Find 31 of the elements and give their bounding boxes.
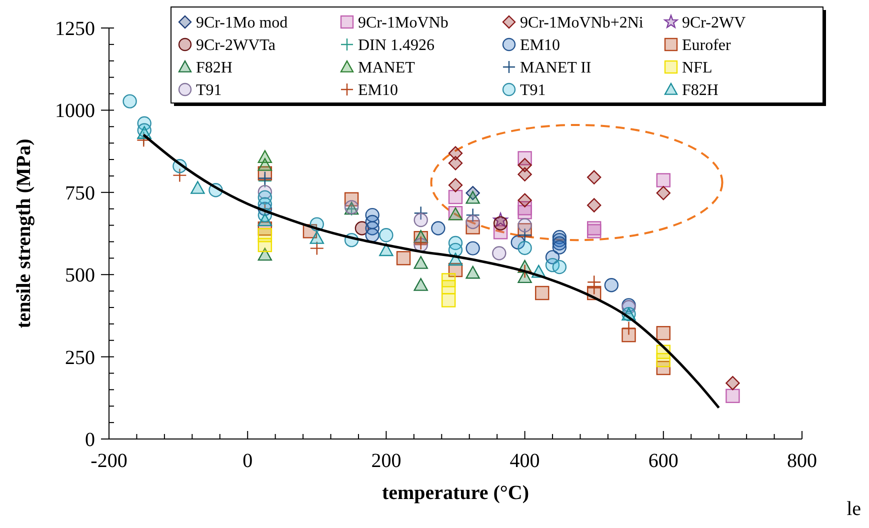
legend-label: T91	[196, 82, 222, 99]
x-axis-title: temperature (°C)	[382, 482, 530, 504]
legend-label: Eurofer	[682, 37, 732, 54]
x-tick-label: 600	[648, 450, 678, 472]
text: le	[846, 498, 862, 520]
x-tick-label: 800	[787, 450, 817, 472]
y-tick-label: 1250	[55, 18, 95, 40]
x-tick-label: 400	[510, 450, 540, 472]
legend-label: DIN 1.4926	[358, 37, 434, 54]
legend-label: 9Cr-1MoVNb	[358, 14, 448, 32]
legend-label: EM10	[358, 82, 398, 99]
legend-label: 9Cr-2WV	[682, 14, 746, 32]
y-tick-label: 0	[85, 429, 95, 451]
x-tick-label: 0	[242, 450, 253, 472]
y-axis-title: tensile strength (MPa)	[13, 138, 35, 328]
y-tick-label: 250	[65, 346, 95, 369]
legend-label: 9Cr-1MoVNb+2Ni	[520, 14, 644, 32]
legend-label: MANET	[358, 60, 416, 76]
legend-label: T91	[520, 82, 546, 99]
legend-label: EM10	[520, 37, 560, 54]
y-tick-label: 750	[65, 182, 95, 204]
y-tick-label: 500	[65, 264, 95, 287]
y-tick-label: 1000	[55, 100, 95, 122]
legend-label: NFL	[682, 60, 712, 76]
legend-label: 9Cr-1Mo mod	[196, 14, 288, 32]
legend-label: F82H	[196, 60, 233, 76]
legend-label: F82H	[682, 82, 719, 99]
legend-label: 9Cr-2WVTa	[196, 37, 276, 54]
legend-label: MANET II	[520, 60, 592, 76]
x-tick-label: 200	[371, 450, 402, 472]
x-tick-label: -200	[90, 450, 128, 472]
